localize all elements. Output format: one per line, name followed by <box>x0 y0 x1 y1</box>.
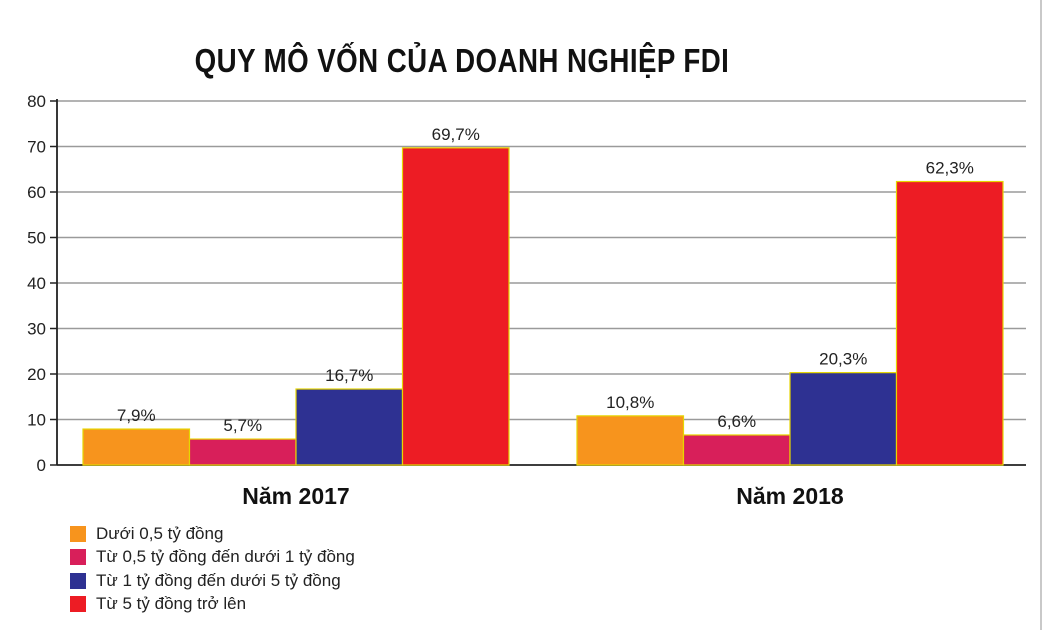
bar <box>682 434 791 466</box>
data-label: 6,6% <box>717 412 756 431</box>
legend-swatch <box>70 549 86 566</box>
data-label: 7,9% <box>117 406 156 425</box>
y-tick-label: 60 <box>27 183 46 202</box>
y-tick-label: 80 <box>27 92 46 111</box>
x-category-label: Năm 2017 <box>242 483 349 509</box>
bar <box>576 415 685 466</box>
y-tick-label: 70 <box>27 138 46 157</box>
legend: Dưới 0,5 tỷ đồng Từ 0,5 tỷ đồng đến dưới … <box>70 522 355 616</box>
legend-swatch <box>70 525 86 542</box>
y-tick-label: 0 <box>37 456 46 475</box>
chart-title: QUY MÔ VỐN CỦA DOANH NGHIỆP FDI <box>194 42 730 79</box>
data-label: 5,7% <box>223 416 262 435</box>
legend-item: Từ 0,5 tỷ đồng đến dưới 1 tỷ đồng <box>70 546 355 570</box>
y-tick-label: 20 <box>27 365 46 384</box>
legend-label: Từ 0,5 tỷ đồng đến dưới 1 tỷ đồng <box>96 547 355 567</box>
legend-item: Dưới 0,5 tỷ đồng <box>70 522 355 546</box>
right-border-line <box>1040 0 1042 630</box>
legend-label: Từ 5 tỷ đồng trở lên <box>96 594 247 614</box>
bar <box>295 388 404 466</box>
legend-item: Từ 1 tỷ đồng đến dưới 5 tỷ đồng <box>70 569 355 593</box>
legend-label: Dưới 0,5 tỷ đồng <box>96 523 224 543</box>
x-category-label: Năm 2018 <box>736 483 844 509</box>
y-tick-label: 30 <box>27 320 46 339</box>
data-label: 16,7% <box>325 366 373 385</box>
data-label: 10,8% <box>606 393 654 412</box>
y-tick-label: 10 <box>27 411 46 430</box>
y-tick-label: 50 <box>27 229 46 248</box>
legend-item: Từ 5 tỷ đồng trở lên <box>70 593 355 617</box>
bar <box>188 438 297 466</box>
data-label: 62,3% <box>926 159 974 178</box>
y-tick-label: 40 <box>27 274 46 293</box>
legend-label: Từ 1 tỷ đồng đến dưới 5 tỷ đồng <box>96 570 341 590</box>
legend-swatch <box>70 596 86 613</box>
data-label: 20,3% <box>819 350 867 369</box>
legend-swatch <box>70 572 86 589</box>
bar <box>895 180 1004 466</box>
data-label: 69,7% <box>432 125 480 144</box>
bar <box>82 428 191 466</box>
bar <box>401 147 510 466</box>
bar <box>789 372 898 466</box>
